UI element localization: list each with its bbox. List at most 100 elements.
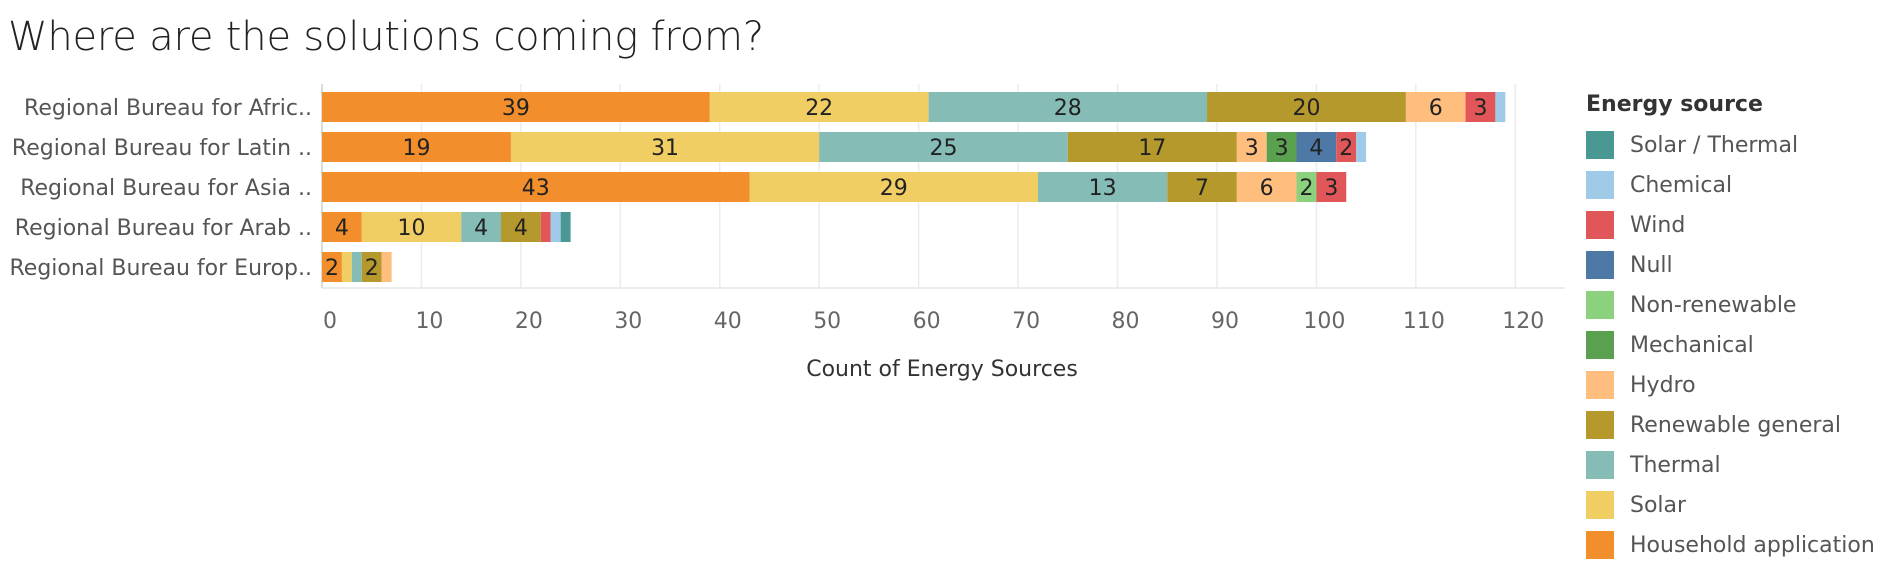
- bar-segment: [1465, 92, 1496, 122]
- legend-label: Non-renewable: [1630, 292, 1797, 318]
- bar-segment: [381, 252, 392, 282]
- x-tick-labels: 0 10 20 30 40 50 60 70 80 90 100 110 120: [323, 309, 1544, 334]
- category-label: Regional Bureau for Europ..: [9, 256, 312, 281]
- legend-swatch: [1586, 411, 1614, 439]
- data-label: 19: [402, 136, 430, 161]
- legend-swatch: [1586, 371, 1614, 399]
- x-tick-label: 110: [1403, 309, 1445, 334]
- bar-segment: [322, 92, 710, 122]
- data-label: 43: [522, 176, 550, 201]
- category-label: Regional Bureau for Latin ..: [12, 136, 312, 161]
- x-tick-label: 100: [1303, 309, 1345, 334]
- data-label: 4: [335, 216, 349, 241]
- legend-item[interactable]: Renewable general: [1586, 405, 1886, 445]
- x-tick-label: 0: [323, 309, 337, 334]
- data-label: 31: [651, 136, 679, 161]
- legend-item[interactable]: Hydro: [1586, 365, 1886, 405]
- legend-label: Null: [1630, 252, 1673, 278]
- data-label: 17: [1138, 136, 1166, 161]
- data-label: 3: [1473, 96, 1487, 121]
- bar-segment: [1266, 132, 1297, 162]
- bar-segment: [351, 252, 362, 282]
- category-labels: Regional Bureau for Afric.. Regional Bure…: [9, 96, 312, 281]
- bar-segment: [1405, 92, 1466, 122]
- legend-items: Solar / Thermal Chemical Wind Null Non-renew…: [1586, 125, 1886, 565]
- data-label: 22: [805, 96, 833, 121]
- category-label: Regional Bureau for Asia ..: [20, 176, 312, 201]
- bar-segment: [461, 212, 501, 242]
- legend-item[interactable]: Chemical: [1586, 165, 1886, 205]
- data-label: 4: [474, 216, 488, 241]
- bar-segment: [1167, 172, 1237, 202]
- bar-segment: [1296, 132, 1337, 162]
- x-tick-label: 30: [614, 309, 642, 334]
- data-label: 3: [1275, 136, 1289, 161]
- legend-item[interactable]: Null: [1586, 245, 1886, 285]
- data-label: 6: [1260, 176, 1274, 201]
- x-tick-label: 90: [1211, 309, 1239, 334]
- legend-item[interactable]: Household application: [1586, 525, 1886, 565]
- bar-segment: [749, 172, 1038, 202]
- legend-label: Renewable general: [1630, 412, 1842, 438]
- x-tick-label: 60: [913, 309, 941, 334]
- legend-item[interactable]: Solar / Thermal: [1586, 125, 1886, 165]
- data-label: 29: [880, 176, 908, 201]
- x-axis-title: Count of Energy Sources: [806, 357, 1078, 382]
- bar-segment: [322, 252, 342, 282]
- bar-segment: [1037, 172, 1168, 202]
- bar-segment: [928, 92, 1208, 122]
- bar-segment: [560, 212, 571, 242]
- bar-segment: [1236, 172, 1297, 202]
- bar-segment: [1067, 132, 1237, 162]
- data-label: 39: [502, 96, 530, 121]
- bar-segment: [709, 92, 929, 122]
- legend-swatch: [1586, 531, 1614, 559]
- legend-label: Solar: [1630, 492, 1687, 518]
- bar-segment: [1296, 172, 1317, 202]
- legend-label: Solar / Thermal: [1630, 132, 1799, 158]
- bar-segment: [341, 252, 352, 282]
- legend: Energy source Solar / Thermal Chemical Win…: [1586, 92, 1886, 565]
- data-label: 7: [1195, 176, 1209, 201]
- data-label: 2: [325, 256, 339, 281]
- bar-segment: [322, 132, 511, 162]
- legend-item[interactable]: Mechanical: [1586, 325, 1886, 365]
- data-label: 2: [1299, 176, 1313, 201]
- bar-segment: [361, 252, 382, 282]
- legend-item[interactable]: Wind: [1586, 205, 1886, 245]
- bar-segment: [510, 132, 820, 162]
- data-label: 2: [365, 256, 379, 281]
- data-label: 4: [1309, 136, 1323, 161]
- chart-title: Where are the solutions coming from?: [8, 14, 764, 60]
- bars-group: 39 22 28 20 6 319 31 25 17 3 3 4 243 29 13 7 6 2 34 10 4 42 2: [322, 92, 1506, 282]
- legend-item[interactable]: Solar: [1586, 485, 1886, 525]
- legend-swatch: [1586, 291, 1614, 319]
- bar-segment: [1495, 92, 1506, 122]
- legend-item[interactable]: Thermal: [1586, 445, 1886, 485]
- legend-swatch: [1586, 331, 1614, 359]
- legend-swatch: [1586, 131, 1614, 159]
- legend-label: Household application: [1630, 532, 1875, 558]
- bar-segment: [1336, 132, 1357, 162]
- bar-segment: [819, 132, 1068, 162]
- x-tick-label: 40: [714, 309, 742, 334]
- bar-segment: [540, 212, 551, 242]
- bar-segment: [500, 212, 541, 242]
- legend-label: Mechanical: [1630, 332, 1754, 358]
- x-tick-label: 80: [1112, 309, 1140, 334]
- legend-label: Wind: [1630, 212, 1686, 238]
- legend-item[interactable]: Non-renewable: [1586, 285, 1886, 325]
- legend-label: Hydro: [1630, 372, 1696, 398]
- x-tick-label: 70: [1012, 309, 1040, 334]
- x-tick-label: 120: [1502, 309, 1544, 334]
- bar-segment: [1207, 92, 1406, 122]
- bar-segment: [550, 212, 561, 242]
- x-tick-label: 10: [415, 309, 443, 334]
- legend-swatch: [1586, 171, 1614, 199]
- data-label: 6: [1429, 96, 1443, 121]
- category-label: Regional Bureau for Afric..: [24, 96, 312, 121]
- data-label: 3: [1245, 136, 1259, 161]
- legend-swatch: [1586, 451, 1614, 479]
- data-label: 10: [397, 216, 425, 241]
- data-label: 20: [1292, 96, 1320, 121]
